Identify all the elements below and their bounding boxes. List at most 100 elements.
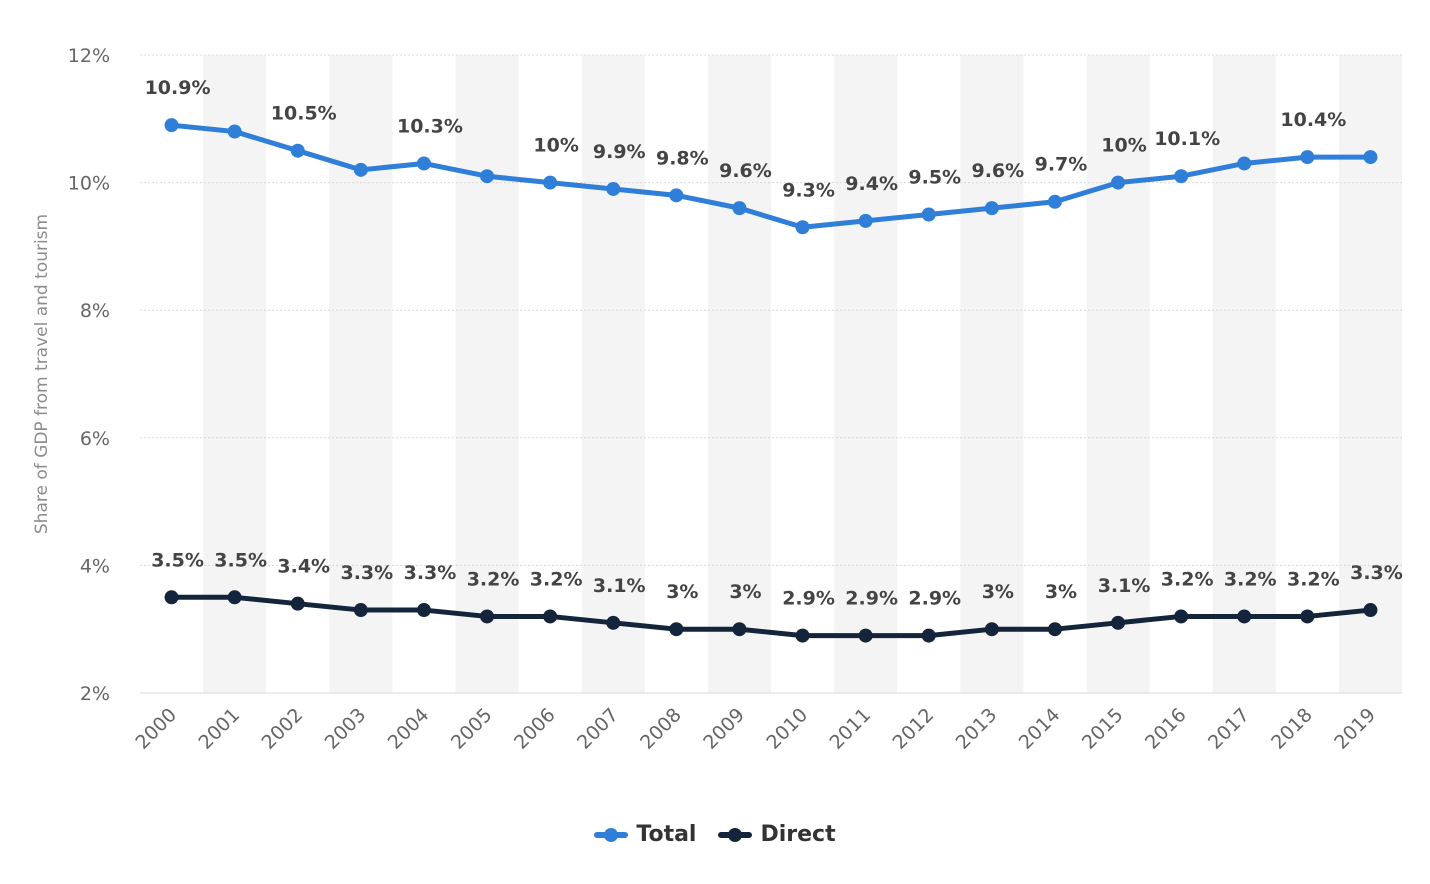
data-label-direct-2004: 3.3% bbox=[404, 562, 457, 584]
data-point-direct-2013[interactable] bbox=[984, 622, 999, 637]
x-tick-label: 2009 bbox=[699, 704, 749, 754]
y-axis-label: Share of GDP from travel and tourism bbox=[32, 214, 52, 534]
data-point-total-2008[interactable] bbox=[669, 188, 684, 203]
series-group bbox=[164, 118, 1378, 643]
data-point-total-2009[interactable] bbox=[732, 201, 747, 216]
data-point-direct-2009[interactable] bbox=[732, 622, 747, 637]
data-point-direct-2001[interactable] bbox=[227, 590, 242, 605]
x-tick-label: 2016 bbox=[1141, 704, 1191, 754]
x-tick-label: 2015 bbox=[1078, 704, 1128, 754]
band-2003 bbox=[329, 55, 393, 693]
data-point-direct-2002[interactable] bbox=[290, 596, 305, 611]
data-point-direct-2004[interactable] bbox=[416, 603, 431, 618]
data-label-direct-2016: 3.2% bbox=[1161, 568, 1214, 590]
alternating-bands bbox=[203, 55, 1402, 693]
x-tick-label: 2019 bbox=[1330, 704, 1380, 754]
data-point-total-2000[interactable] bbox=[164, 118, 179, 133]
x-tick-label: 2018 bbox=[1267, 704, 1317, 754]
data-point-total-2015[interactable] bbox=[1111, 175, 1126, 190]
data-point-total-2005[interactable] bbox=[480, 169, 495, 184]
data-label-direct-2008: 3% bbox=[666, 581, 698, 603]
x-tick-label: 2001 bbox=[194, 704, 244, 754]
x-tick-label: 2000 bbox=[131, 704, 181, 754]
y-tick-label: 2% bbox=[80, 683, 110, 705]
data-point-total-2019[interactable] bbox=[1363, 150, 1378, 165]
data-label-direct-2003: 3.3% bbox=[340, 562, 393, 584]
data-label-direct-2001: 3.5% bbox=[214, 549, 267, 571]
data-point-direct-2012[interactable] bbox=[921, 628, 936, 643]
y-tick-label: 8% bbox=[80, 300, 110, 322]
legend-item-direct[interactable]: Direct bbox=[718, 822, 836, 847]
y-tick-label: 4% bbox=[80, 555, 110, 577]
data-label-total-2011: 9.4% bbox=[845, 173, 898, 195]
x-tick-label: 2017 bbox=[1204, 704, 1254, 754]
data-point-total-2013[interactable] bbox=[984, 201, 999, 216]
data-point-total-2006[interactable] bbox=[543, 175, 558, 190]
data-point-direct-2006[interactable] bbox=[543, 609, 558, 624]
data-point-direct-2010[interactable] bbox=[795, 628, 810, 643]
data-point-direct-2011[interactable] bbox=[858, 628, 873, 643]
data-point-total-2016[interactable] bbox=[1174, 169, 1189, 184]
x-tick-label: 2011 bbox=[825, 704, 875, 754]
data-label-direct-2011: 2.9% bbox=[845, 588, 898, 610]
data-point-total-2004[interactable] bbox=[416, 156, 431, 171]
x-tick-label: 2004 bbox=[384, 704, 434, 754]
band-2009 bbox=[707, 55, 771, 693]
band-2013 bbox=[960, 55, 1024, 693]
y-tick-label: 10% bbox=[68, 173, 110, 195]
data-point-total-2014[interactable] bbox=[1047, 194, 1062, 209]
band-2015 bbox=[1086, 55, 1150, 693]
data-point-total-2007[interactable] bbox=[606, 181, 621, 196]
series-total bbox=[164, 118, 1378, 235]
series-direct bbox=[164, 590, 1378, 643]
band-2005 bbox=[455, 55, 519, 693]
data-point-direct-2015[interactable] bbox=[1111, 615, 1126, 630]
data-point-direct-2000[interactable] bbox=[164, 590, 179, 605]
data-label-total-2010: 9.3% bbox=[782, 179, 835, 201]
data-point-total-2001[interactable] bbox=[227, 124, 242, 139]
legend: Total Direct bbox=[0, 822, 1430, 847]
data-point-total-2002[interactable] bbox=[290, 143, 305, 158]
data-point-total-2011[interactable] bbox=[858, 213, 873, 228]
data-labels: 10.9% 10.5% 10.3% 10% 9.9% 9.8% 9.6% 9.3% 9.4% 9.… bbox=[145, 77, 1403, 609]
data-point-total-2010[interactable] bbox=[795, 220, 810, 235]
data-label-direct-2018: 3.2% bbox=[1287, 568, 1340, 590]
x-tick-label: 2010 bbox=[762, 704, 812, 754]
data-label-total-2012: 9.5% bbox=[908, 167, 961, 189]
x-axis-ticks: 2000 2001 2002 2003 2004 2005 2006 2007 2008 2009… bbox=[131, 704, 1380, 754]
data-point-direct-2016[interactable] bbox=[1174, 609, 1189, 624]
data-point-total-2003[interactable] bbox=[353, 162, 368, 177]
x-tick-label: 2008 bbox=[636, 704, 686, 754]
data-point-direct-2014[interactable] bbox=[1047, 622, 1062, 637]
data-point-total-2012[interactable] bbox=[921, 207, 936, 222]
data-point-total-2018[interactable] bbox=[1300, 150, 1315, 165]
data-label-direct-2007: 3.1% bbox=[593, 575, 646, 597]
data-point-direct-2007[interactable] bbox=[606, 615, 621, 630]
series-line-direct bbox=[169, 594, 1373, 639]
data-point-direct-2019[interactable] bbox=[1363, 603, 1378, 618]
data-label-direct-2012: 2.9% bbox=[908, 588, 961, 610]
band-2011 bbox=[834, 55, 898, 693]
x-tick-label: 2014 bbox=[1015, 704, 1065, 754]
data-label-direct-2010: 2.9% bbox=[782, 588, 835, 610]
data-point-direct-2018[interactable] bbox=[1300, 609, 1315, 624]
data-point-direct-2017[interactable] bbox=[1237, 609, 1252, 624]
x-tick-label: 2002 bbox=[258, 704, 308, 754]
band-2007 bbox=[581, 55, 645, 693]
x-tick-label: 2003 bbox=[321, 704, 371, 754]
data-label-total-2004: 10.3% bbox=[397, 115, 463, 137]
data-point-direct-2003[interactable] bbox=[353, 603, 368, 618]
legend-direct-label: Direct bbox=[760, 822, 836, 847]
x-tick-label: 2007 bbox=[573, 704, 623, 754]
data-label-direct-2009: 3% bbox=[729, 581, 761, 603]
data-label-direct-2013: 3% bbox=[982, 581, 1014, 603]
data-point-direct-2008[interactable] bbox=[669, 622, 684, 637]
data-label-total-2014: 9.7% bbox=[1035, 154, 1088, 176]
legend-direct-marker-icon bbox=[718, 827, 753, 842]
data-point-total-2017[interactable] bbox=[1237, 156, 1252, 171]
x-tick-label: 2012 bbox=[889, 704, 939, 754]
data-point-direct-2005[interactable] bbox=[480, 609, 495, 624]
data-label-total-2016: 10.1% bbox=[1154, 128, 1220, 150]
legend-item-total[interactable]: Total bbox=[594, 822, 696, 847]
